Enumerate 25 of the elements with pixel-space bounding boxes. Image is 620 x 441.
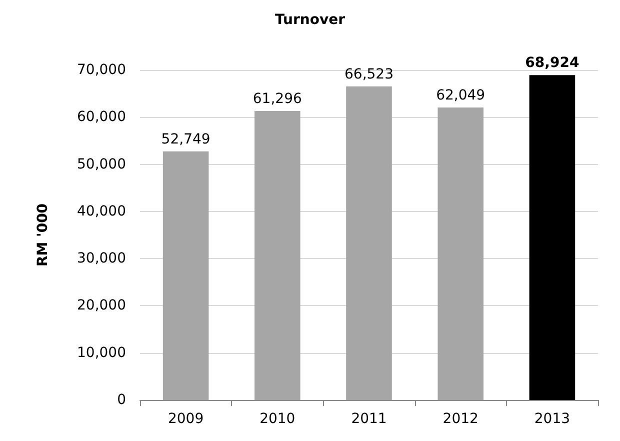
bar: [254, 111, 300, 400]
data-label: 68,924: [525, 55, 580, 72]
data-label: 62,049: [436, 87, 486, 104]
y-tick-label: 60,000: [77, 109, 126, 126]
data-label: 52,749: [161, 131, 210, 148]
data-label: 61,296: [252, 91, 302, 108]
y-axis-title: RM '000: [35, 203, 51, 267]
y-tick-label: 20,000: [77, 298, 126, 314]
bar: [438, 107, 484, 400]
y-tick-label: 0: [117, 392, 126, 408]
x-tick-label: 2012: [442, 411, 478, 427]
y-tick-label: 70,000: [77, 62, 126, 78]
chart-title: Turnover: [275, 12, 346, 28]
x-tick-label: 2010: [260, 411, 296, 427]
y-tick-label: 10,000: [77, 344, 126, 361]
y-tick-label: 40,000: [77, 203, 126, 220]
bar: [162, 151, 209, 400]
y-tick-label: 50,000: [77, 156, 126, 172]
bar: [346, 86, 392, 400]
x-tick-label: 2013: [534, 411, 570, 427]
data-label: 66,523: [344, 66, 394, 82]
x-tick-label: 2009: [168, 411, 204, 427]
x-tick-label: 2011: [351, 411, 387, 427]
bar: [529, 75, 576, 400]
y-tick-label: 30,000: [77, 250, 126, 267]
